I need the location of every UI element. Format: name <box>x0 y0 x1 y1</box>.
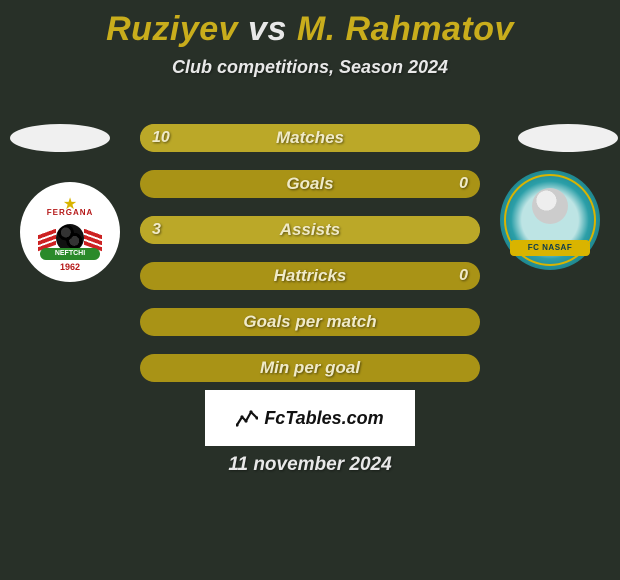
branding-text: FcTables.com <box>264 408 383 429</box>
stat-row: Hattricks0 <box>140 262 480 290</box>
chart-icon <box>236 408 258 428</box>
page-title: Ruziyev vs M. Rahmatov <box>0 0 620 49</box>
stat-label: Assists <box>140 216 480 244</box>
stat-label: Goals <box>140 170 480 198</box>
stat-value-left: 10 <box>152 124 170 152</box>
branding-badge: FcTables.com <box>205 390 415 446</box>
subtitle: Club competitions, Season 2024 <box>0 57 620 78</box>
stat-row: Goals per match <box>140 308 480 336</box>
club-right-ribbon: FC NASAF <box>510 240 590 256</box>
stat-row: Assists3 <box>140 216 480 244</box>
title-player1: Ruziyev <box>106 10 238 48</box>
club-left-top-text: FERGANA <box>36 208 103 217</box>
stat-value-right: 0 <box>459 262 468 290</box>
stat-row: Goals0 <box>140 170 480 198</box>
stat-row: Matches10 <box>140 124 480 152</box>
stat-value-right: 0 <box>459 170 468 198</box>
flag-left <box>10 124 110 152</box>
club-left-wing <box>38 223 56 252</box>
date-text: 11 november 2024 <box>0 454 620 476</box>
stat-label: Min per goal <box>140 354 480 382</box>
stat-value-left: 3 <box>152 216 161 244</box>
stat-label: Goals per match <box>140 308 480 336</box>
club-logo-right: FC NASAF <box>500 170 600 270</box>
soccer-ball-icon <box>532 188 568 224</box>
club-left-wing <box>84 223 102 252</box>
stat-label: Matches <box>140 124 480 152</box>
title-separator: vs <box>248 10 287 48</box>
flag-right <box>518 124 618 152</box>
club-logo-left: ★ FERGANA NEFTCHI 1962 <box>20 182 120 282</box>
stat-row: Min per goal <box>140 354 480 382</box>
title-player2: M. Rahmatov <box>297 10 514 48</box>
club-left-badge: ★ FERGANA NEFTCHI 1962 <box>28 190 112 274</box>
stats-panel: Matches10Goals0Assists3Hattricks0Goals p… <box>140 124 480 400</box>
club-left-ribbon: NEFTCHI <box>40 248 101 260</box>
stat-label: Hattricks <box>140 262 480 290</box>
club-left-year: 1962 <box>28 262 112 272</box>
